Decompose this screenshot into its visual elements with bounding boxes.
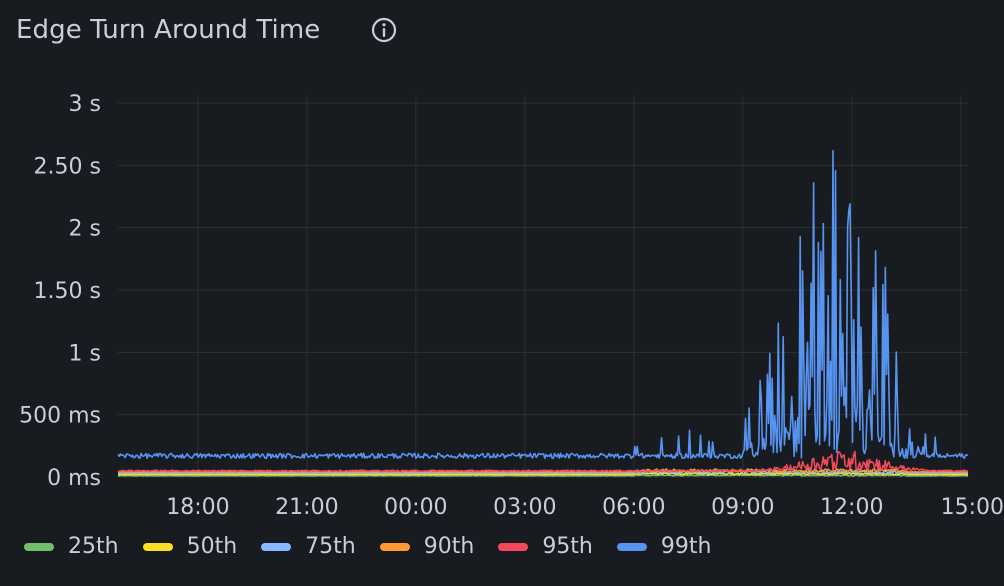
- legend-item-75th[interactable]: 75th: [261, 534, 356, 559]
- legend-item-50th[interactable]: 50th: [142, 534, 238, 559]
- series-layer: [117, 149, 969, 477]
- y-tick-label: 2.50 s: [34, 154, 101, 179]
- panel-header: Edge Turn Around Time: [16, 12, 320, 48]
- legend-item-25th[interactable]: 25th: [24, 534, 119, 559]
- x-tick-label: 18:00: [166, 495, 229, 520]
- x-tick-label: 03:00: [493, 495, 556, 520]
- info-circle-icon[interactable]: [370, 16, 398, 44]
- x-tick-label: 09:00: [711, 495, 774, 520]
- legend-item-99th[interactable]: 99th: [616, 534, 712, 559]
- legend-swatch: [142, 542, 173, 551]
- legend-swatch: [24, 542, 54, 551]
- x-tick-label: 00:00: [384, 495, 447, 520]
- series-line-75th[interactable]: [118, 470, 968, 475]
- y-tick-label: 0 ms: [47, 466, 101, 491]
- x-axis: 18:00 21:00 00:00 03:00 06:00 09:00 12:00 15:00: [166, 495, 1004, 520]
- y-tick-label: 1.50 s: [34, 279, 101, 304]
- legend-label: 50th: [186, 534, 238, 559]
- x-tick-label: 12:00: [820, 495, 883, 520]
- legend-item-95th[interactable]: 95th: [498, 534, 593, 559]
- legend-label: 75th: [305, 534, 356, 559]
- legend-label: 99th: [660, 534, 712, 559]
- grid-layer: [118, 95, 968, 478]
- legend-swatch: [379, 542, 410, 551]
- legend-label: 95th: [542, 534, 593, 559]
- legend-swatch: [498, 542, 529, 551]
- y-axis: 0 ms 500 ms 1 s 1.50 s 2 s 2.50 s 3 s: [19, 92, 101, 491]
- series-line-25th[interactable]: [117, 474, 968, 477]
- y-tick-label: 500 ms: [19, 404, 101, 429]
- series-line-95th[interactable]: [117, 450, 968, 473]
- y-tick-label: 3 s: [69, 92, 101, 117]
- panel-title: Edge Turn Around Time: [16, 15, 321, 45]
- y-tick-label: 1 s: [69, 341, 101, 366]
- x-tick-label: 21:00: [275, 495, 338, 520]
- legend: 25th 50th 75th 90th 95th 99th: [24, 534, 735, 559]
- series-line-50th[interactable]: [117, 472, 969, 476]
- series-line-99th[interactable]: [117, 149, 969, 460]
- series-line-90th[interactable]: [117, 468, 969, 474]
- legend-swatch: [616, 542, 647, 551]
- legend-swatch: [261, 542, 292, 551]
- legend-label: 25th: [68, 534, 119, 559]
- legend-item-90th[interactable]: 90th: [379, 534, 475, 559]
- y-tick-label: 2 s: [69, 217, 101, 242]
- plot-area: 0 ms 500 ms 1 s 1.50 s 2 s 2.50 s 3 s 18:00 21:…: [19, 92, 1004, 520]
- x-tick-label: 06:00: [602, 495, 665, 520]
- legend-label: 90th: [423, 534, 475, 559]
- x-tick-label: 15:00: [941, 495, 1004, 520]
